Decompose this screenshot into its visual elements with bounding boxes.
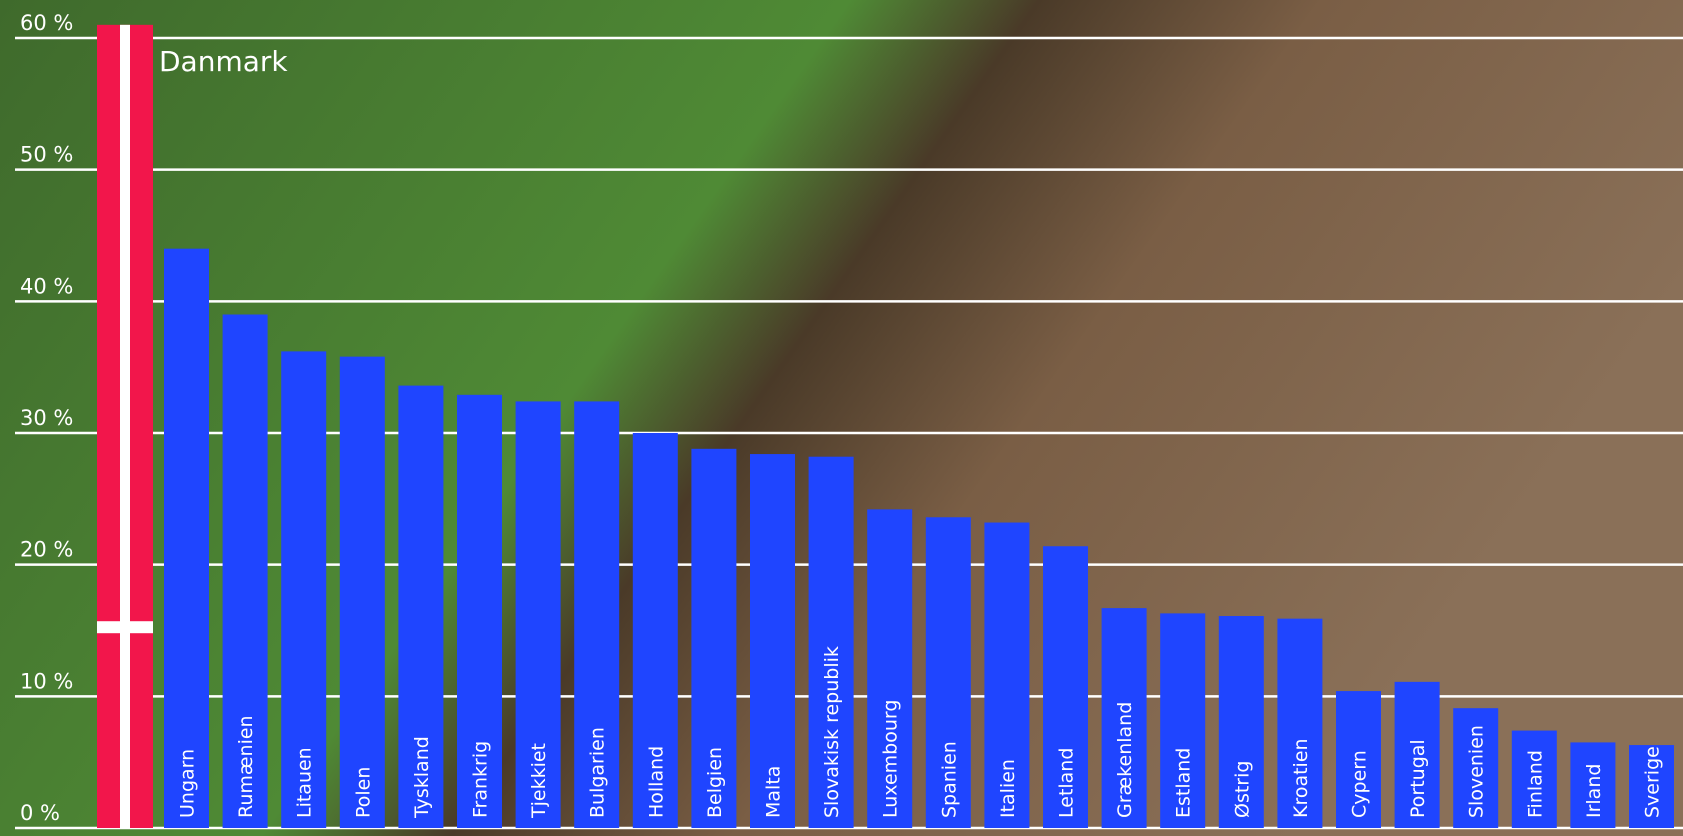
bar xyxy=(574,401,620,828)
flag-cross xyxy=(97,621,153,634)
x-tick-label: Spanien xyxy=(938,741,960,818)
y-tick-label: 30 % xyxy=(20,406,73,430)
x-tick-label: Luxembourg xyxy=(880,700,902,818)
x-tick-label: Holland xyxy=(645,746,667,818)
bar xyxy=(222,314,268,828)
x-tick-label: Frankrig xyxy=(470,741,492,818)
bar xyxy=(515,401,561,828)
bar xyxy=(164,248,209,828)
y-tick-label: 0 % xyxy=(20,801,60,825)
bar-label: Danmark xyxy=(159,45,288,78)
x-tick-label: Belgien xyxy=(704,747,726,818)
bar xyxy=(1218,616,1264,828)
bar xyxy=(750,454,795,828)
bar xyxy=(1043,546,1088,828)
bar xyxy=(1511,730,1557,828)
x-tick-label: Grækenland xyxy=(1114,702,1136,818)
bar xyxy=(925,517,971,828)
y-tick-label: 10 % xyxy=(20,669,73,693)
bar xyxy=(808,456,854,828)
bar xyxy=(867,509,913,828)
y-tick-label: 40 % xyxy=(20,274,73,298)
x-tick-label: Cypern xyxy=(1349,750,1371,818)
y-tick-label: 20 % xyxy=(20,538,73,562)
bar xyxy=(1570,742,1616,828)
x-tick-label: Litauen xyxy=(294,747,316,818)
bar xyxy=(457,394,502,828)
x-tick-label: Finland xyxy=(1524,750,1546,818)
bar xyxy=(281,351,327,828)
bar xyxy=(1160,613,1206,828)
flag-cross xyxy=(120,24,130,829)
bar xyxy=(1277,618,1323,828)
x-tick-label: Italien xyxy=(997,759,1019,818)
bar xyxy=(1394,681,1440,828)
bar xyxy=(984,522,1030,828)
x-tick-label: Bulgarien xyxy=(587,727,609,818)
bar xyxy=(632,433,678,828)
x-tick-label: Letland xyxy=(1056,748,1078,818)
x-tick-label: Tjekkiet xyxy=(528,743,550,819)
x-tick-label: Sverige xyxy=(1642,746,1664,818)
x-tick-label: Østrig xyxy=(1231,761,1253,818)
bar xyxy=(1629,745,1674,828)
x-tick-label: Kroatien xyxy=(1290,738,1312,818)
y-tick-label: 60 % xyxy=(20,11,73,35)
bar xyxy=(1336,691,1381,828)
x-tick-label: Malta xyxy=(763,766,785,818)
bar xyxy=(1453,708,1499,828)
x-tick-label: Ungarn xyxy=(177,749,199,818)
x-tick-label: Irland xyxy=(1583,764,1605,818)
x-tick-label: Estland xyxy=(1173,748,1195,818)
x-tick-label: Polen xyxy=(352,767,374,818)
x-tick-label: Slovenien xyxy=(1466,725,1488,818)
x-tick-label: Portugal xyxy=(1407,739,1429,818)
bar xyxy=(339,356,385,828)
x-tick-label: Tyskland xyxy=(411,736,433,819)
bar xyxy=(398,385,444,828)
x-tick-label: Slovakisk republik xyxy=(821,646,843,818)
bar xyxy=(1101,608,1147,828)
x-tick-label: Rumænien xyxy=(235,715,257,818)
bar xyxy=(691,448,737,828)
y-tick-label: 50 % xyxy=(20,143,73,167)
